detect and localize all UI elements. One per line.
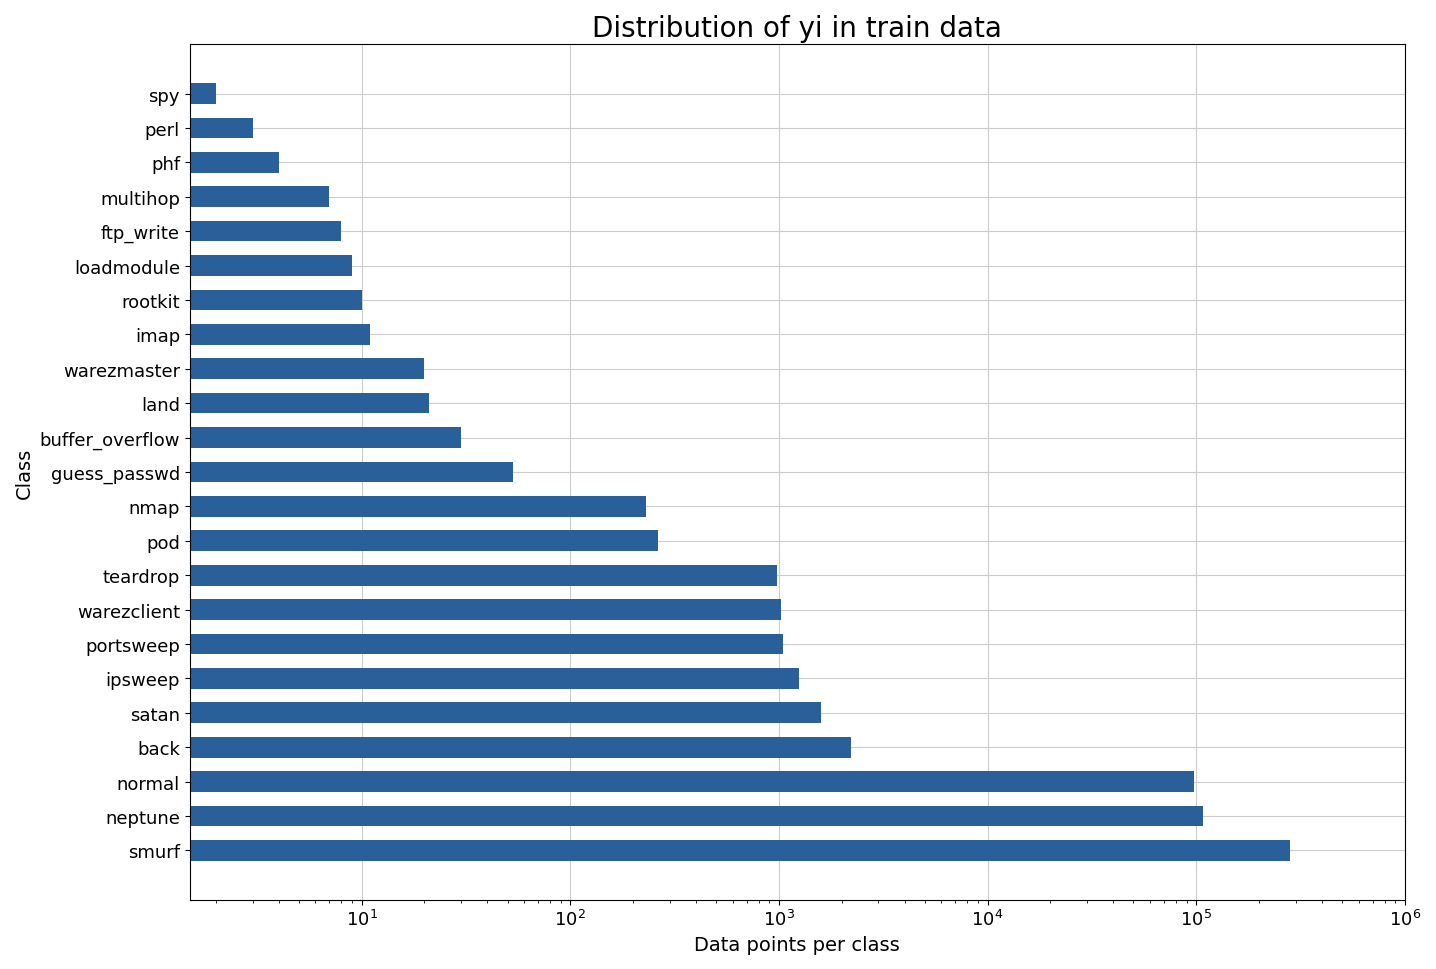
Bar xyxy=(0,325,370,345)
Bar xyxy=(0,840,1290,860)
Bar xyxy=(0,222,342,242)
Bar xyxy=(0,771,1193,792)
Bar xyxy=(0,669,798,689)
Bar xyxy=(0,531,658,551)
Bar xyxy=(0,84,215,105)
X-axis label: Data points per class: Data points per class xyxy=(695,935,900,954)
Bar xyxy=(0,393,429,414)
Bar xyxy=(0,806,1202,827)
Bar xyxy=(0,737,850,758)
Y-axis label: Class: Class xyxy=(14,447,34,498)
Title: Distribution of yi in train data: Distribution of yi in train data xyxy=(593,15,1002,43)
Bar xyxy=(0,427,461,449)
Bar xyxy=(0,187,329,208)
Bar xyxy=(0,634,783,655)
Bar xyxy=(0,600,781,620)
Bar xyxy=(0,496,646,517)
Bar xyxy=(0,462,513,483)
Bar xyxy=(0,703,821,724)
Bar xyxy=(0,153,279,173)
Bar xyxy=(0,256,352,276)
Bar xyxy=(0,118,253,140)
Bar xyxy=(0,565,777,586)
Bar xyxy=(0,359,425,380)
Bar xyxy=(0,291,362,311)
